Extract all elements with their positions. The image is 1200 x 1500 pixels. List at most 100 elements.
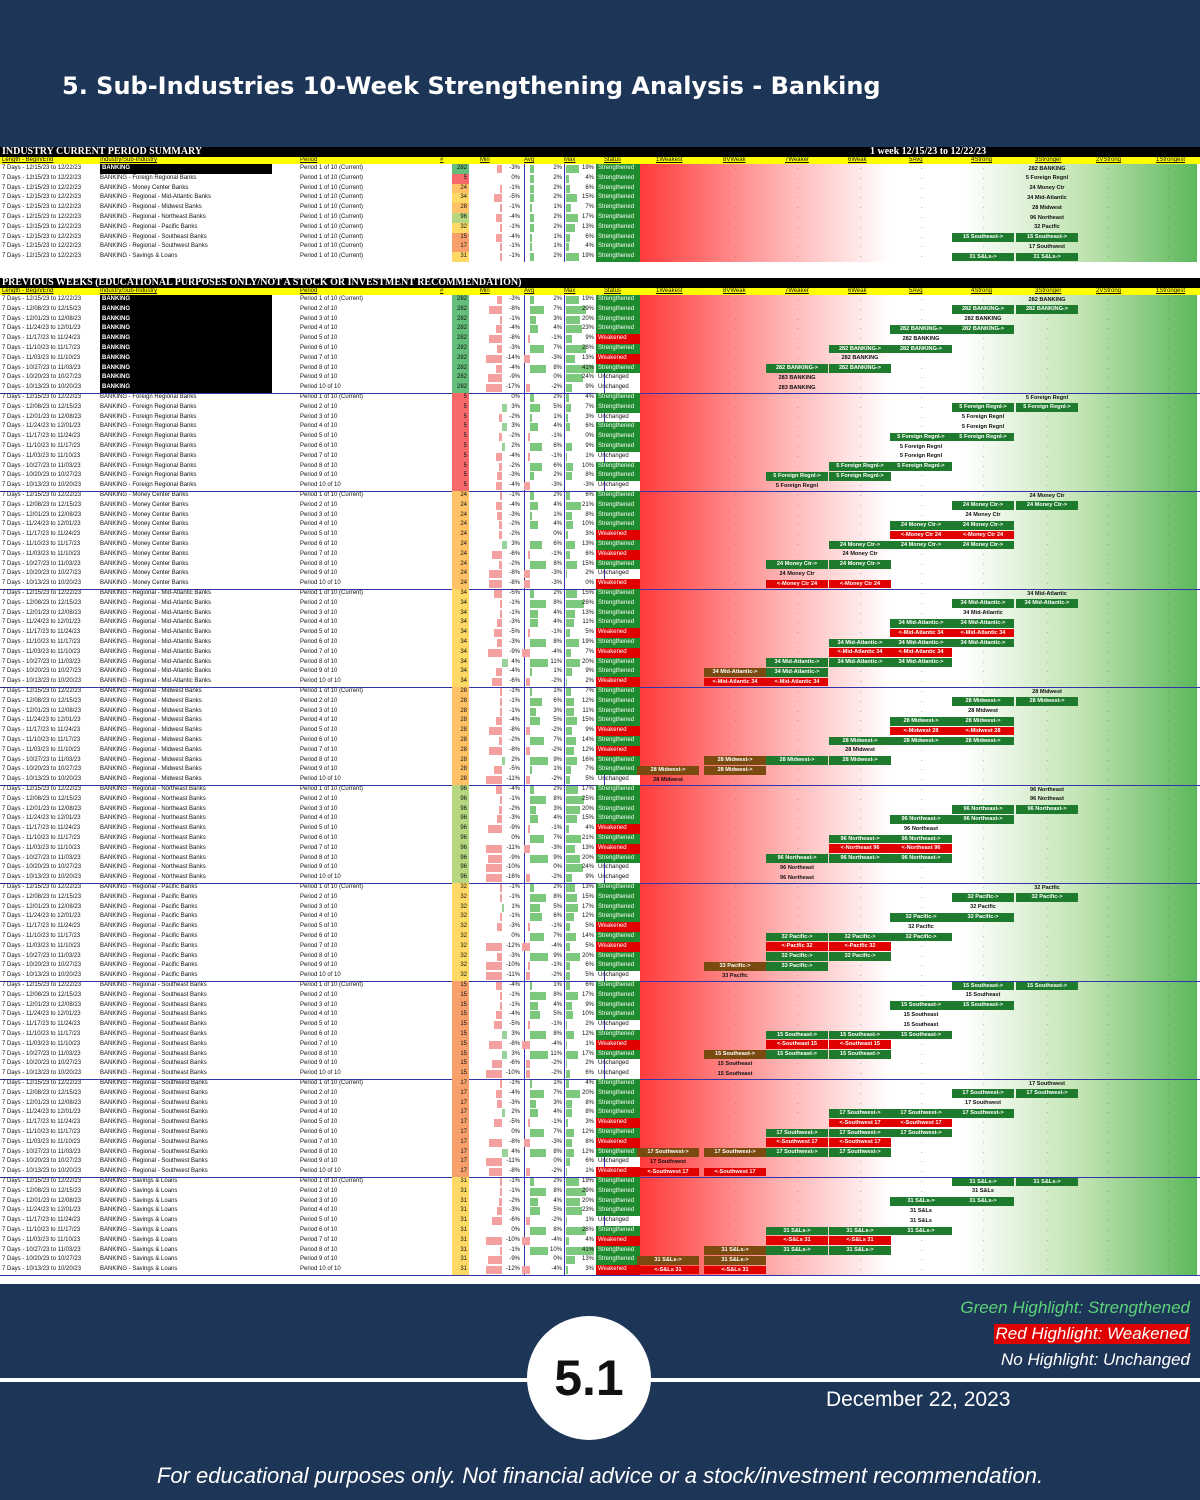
sub-industry-name: BANKING - Foreign Regional Banks bbox=[100, 413, 197, 420]
avg-bar bbox=[530, 194, 534, 203]
column-header: Length - Begin/End bbox=[2, 157, 54, 163]
max-bar bbox=[566, 531, 569, 540]
tier-tag: 32 Pacific bbox=[1034, 884, 1060, 891]
empty-dot: . bbox=[1108, 1031, 1110, 1037]
min-value: -1% bbox=[509, 697, 520, 704]
avg-value: 2% bbox=[553, 492, 562, 498]
sub-industry-name: BANKING - Regional - Midwest Banks bbox=[100, 776, 202, 783]
avg-value: 9% bbox=[553, 756, 562, 763]
sub-industry-name: BANKING bbox=[100, 295, 272, 305]
empty-dot: . bbox=[860, 874, 862, 881]
tier-tag: 15 Southeast-> bbox=[766, 1030, 828, 1040]
max-value: 13% bbox=[581, 223, 594, 230]
empty-dot: . bbox=[1168, 854, 1170, 861]
avg-value: 5% bbox=[553, 903, 562, 910]
status-cell: Strengthened bbox=[596, 432, 640, 442]
empty-dot: . bbox=[1108, 364, 1110, 371]
period-length: 7 Days - 12/01/23 to 12/08/23 bbox=[2, 315, 82, 322]
max-bar bbox=[566, 599, 585, 608]
empty-dot: . bbox=[668, 835, 670, 841]
table-row: 7 Days - 10/27/23 to 11/03/23 BANKING - R… bbox=[0, 853, 1200, 864]
empty-dot: . bbox=[1047, 243, 1049, 250]
min-value: -3% bbox=[509, 815, 520, 822]
empty-dot: . bbox=[860, 786, 862, 792]
tier-tag: <-Money Ctr 24 bbox=[829, 579, 891, 589]
table-row: 7 Days - 12/15/23 to 12/22/23 BANKING - R… bbox=[0, 785, 1200, 795]
empty-dot: . bbox=[1168, 825, 1170, 832]
avg-value: -1% bbox=[551, 1021, 562, 1028]
max-bar bbox=[566, 315, 580, 324]
period-label: Period 1 of 10 (Current) bbox=[300, 982, 364, 988]
max-value: 15% bbox=[581, 590, 594, 596]
sub-industry-name: BANKING - Regional - Pacific Banks bbox=[100, 913, 198, 920]
empty-dot: . bbox=[1108, 795, 1110, 802]
period-label: Period 3 of 10 bbox=[300, 903, 338, 910]
empty-dot: . bbox=[668, 707, 670, 714]
table-row: 7 Days - 11/10/23 to 11/17/23 BANKING - R… bbox=[0, 736, 1200, 746]
count-cell: 28 bbox=[452, 736, 469, 746]
empty-dot: . bbox=[1168, 952, 1170, 959]
min-value: -1% bbox=[509, 1001, 520, 1008]
empty-dot: . bbox=[1047, 384, 1049, 391]
empty-dot: . bbox=[1047, 923, 1049, 930]
empty-dot: . bbox=[668, 893, 670, 900]
max-value: 9% bbox=[585, 384, 594, 391]
avg-bar bbox=[530, 639, 546, 647]
table-row: 7 Days - 12/15/23 to 12/22/23 BANKING - R… bbox=[0, 687, 1200, 697]
tier-tag: 17 Southwest bbox=[964, 1100, 1002, 1107]
empty-dot: . bbox=[668, 511, 670, 518]
empty-dot: . bbox=[983, 184, 985, 191]
table-row: 7 Days - 12/01/23 to 12/08/23 BANKING - R… bbox=[0, 706, 1200, 717]
period-label: Period 5 of 10 bbox=[300, 825, 338, 832]
max-bar bbox=[566, 982, 571, 990]
max-value: 17% bbox=[581, 991, 594, 998]
empty-dot: . bbox=[735, 1040, 737, 1047]
empty-dot: . bbox=[860, 1089, 862, 1096]
empty-dot: . bbox=[860, 1217, 862, 1224]
empty-dot: . bbox=[921, 903, 923, 910]
empty-dot: . bbox=[1168, 1217, 1170, 1224]
avg-value: 8% bbox=[553, 1187, 562, 1194]
min-bar bbox=[495, 668, 502, 677]
avg-value: -1% bbox=[551, 923, 562, 930]
sub-industry-name: BANKING - Regional - Northeast Banks bbox=[100, 864, 206, 871]
empty-dot: . bbox=[1108, 184, 1110, 191]
max-value: 23% bbox=[581, 325, 594, 332]
period-label: Period 9 of 10 bbox=[300, 668, 338, 675]
empty-dot: . bbox=[860, 864, 862, 871]
tier-tag: 33 Pacific-> bbox=[766, 961, 828, 971]
tier-tag: 17 Southwest-> bbox=[829, 1108, 891, 1118]
empty-dot: . bbox=[860, 1197, 862, 1204]
report-date: December 22, 2023 bbox=[826, 1388, 1011, 1411]
empty-dot: . bbox=[1047, 678, 1049, 685]
min-value: -3% bbox=[509, 952, 520, 959]
count-cell: 32 bbox=[452, 922, 469, 932]
empty-dot: . bbox=[668, 345, 670, 351]
column-header: 1Strongest bbox=[1156, 288, 1186, 294]
empty-dot: . bbox=[1168, 599, 1170, 606]
empty-dot: . bbox=[668, 521, 670, 528]
period-length: 7 Days - 11/10/23 to 11/17/23 bbox=[2, 737, 81, 743]
sub-industry-name: BANKING - Regional - Southwest Banks bbox=[100, 1158, 208, 1165]
tier-tag: 282 BANKING-> bbox=[890, 344, 952, 354]
max-value: 15% bbox=[581, 893, 594, 900]
sub-industry-name: BANKING - Regional - Northeast Banks bbox=[100, 805, 206, 812]
table-row: 7 Days - 10/20/23 to 10/27/23 BANKING - R… bbox=[0, 863, 1200, 874]
avg-bar bbox=[530, 884, 534, 892]
min-value: 0% bbox=[511, 394, 520, 400]
empty-dot: . bbox=[735, 707, 737, 714]
empty-dot: . bbox=[1108, 1138, 1110, 1145]
empty-dot: . bbox=[983, 1119, 985, 1126]
period-length: 7 Days - 11/24/23 to 12/01/23 bbox=[2, 619, 81, 626]
empty-dot: . bbox=[983, 1168, 985, 1175]
min-value: -2% bbox=[509, 413, 520, 420]
count-cell: 34 bbox=[452, 193, 469, 204]
empty-dot: . bbox=[797, 697, 799, 704]
table-row: 7 Days - 12/15/23 to 12/22/23 BANKING - M… bbox=[0, 491, 1200, 501]
table-row: 7 Days - 12/01/23 to 12/08/23 BANKING - R… bbox=[0, 1000, 1200, 1011]
min-bar bbox=[494, 629, 502, 638]
empty-dot: . bbox=[921, 243, 923, 250]
max-value: 41% bbox=[581, 1246, 594, 1253]
sub-industry-name: BANKING - Regional - Mid-Atlantic Banks bbox=[100, 639, 212, 645]
max-bar bbox=[566, 913, 575, 922]
